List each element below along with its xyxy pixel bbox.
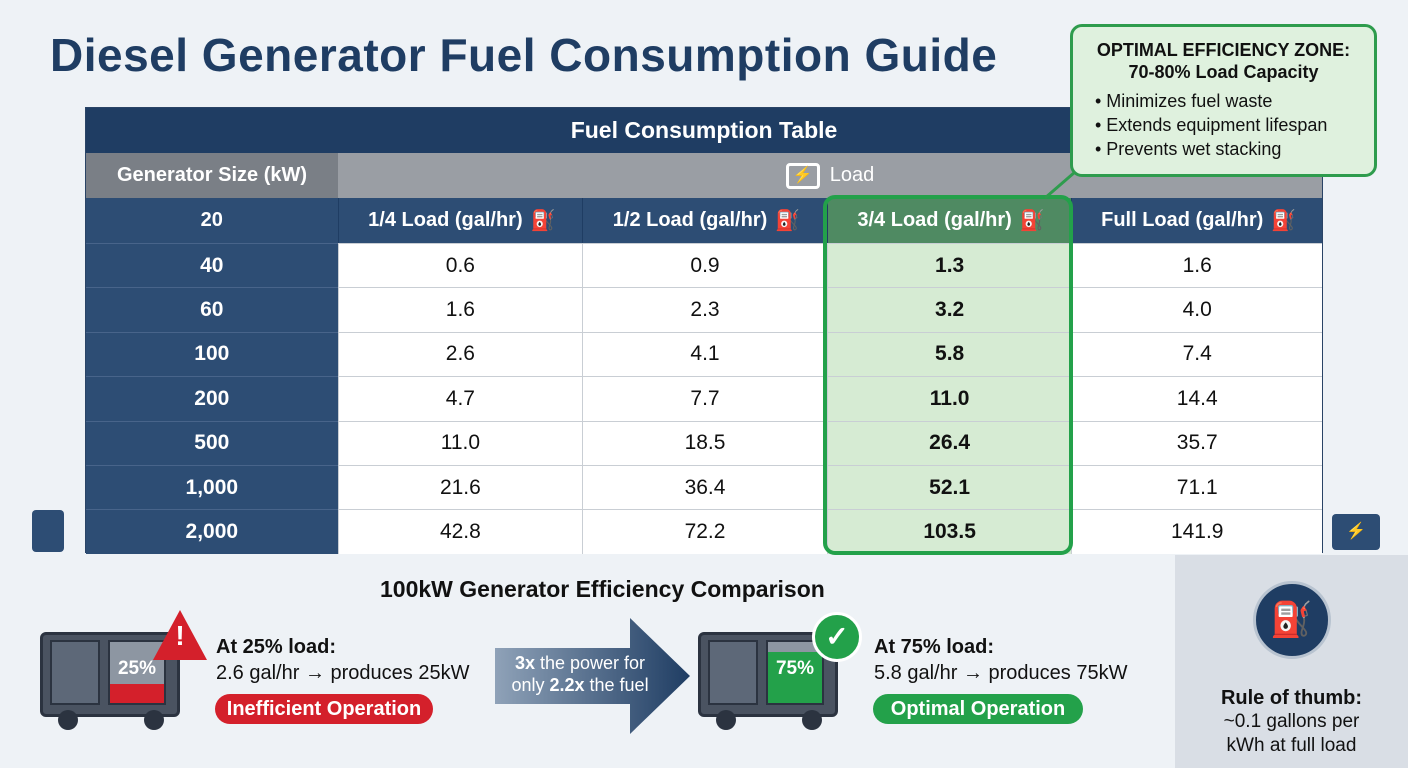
size-cell: 40 — [86, 243, 338, 288]
value-cell: 26.4 — [826, 420, 1072, 465]
value-cell: 3.2 — [826, 287, 1072, 332]
table-row: 500 11.0 18.5 26.4 35.7 — [86, 420, 1323, 465]
fuel-pump-icon: ⛽ — [530, 209, 556, 232]
comparison-arrow — [495, 618, 690, 734]
page-title: Diesel Generator Fuel Consumption Guide — [50, 29, 998, 81]
value-cell: 7.4 — [1071, 331, 1323, 377]
value-cell: 18.5 — [582, 420, 827, 465]
callout-connector — [1044, 170, 1076, 200]
value-cell: 4.0 — [1071, 287, 1323, 332]
value-cell: 7.7 — [582, 376, 827, 421]
high-load-detail: 5.8 gal/hr → produces 75kW — [874, 662, 1128, 684]
value-cell: 141.9 — [1071, 509, 1323, 554]
checkmark-icon: ✓ — [812, 612, 862, 662]
rule-of-thumb-panel: ⛽ Rule of thumb: ~0.1 gallons per kWh at… — [1175, 555, 1408, 768]
high-load-heading: At 75% load: — [874, 636, 995, 658]
value-cell: 4.1 — [582, 331, 827, 377]
low-load-heading: At 25% load: — [216, 636, 337, 658]
value-cell: 21.6 — [337, 465, 583, 510]
value-cell: 4.7 — [337, 376, 583, 421]
table-row: 1,000 21.6 36.4 52.1 71.1 — [86, 465, 1323, 510]
bullet: • Extends equipment lifespan — [1095, 115, 1328, 135]
low-load-detail: 2.6 gal/hr → produces 25kW — [216, 662, 470, 684]
size-cell: 500 — [86, 420, 338, 465]
col-header: 1/4 Load (gal/hr) ⛽ — [337, 198, 583, 243]
col-header: Full Load (gal/hr) ⛽ — [1071, 198, 1323, 243]
generator-illustration-75: 75% — [698, 632, 838, 732]
generator-illustration-25: 25% — [40, 632, 180, 732]
value-cell: 72.2 — [582, 509, 827, 554]
fuel-pump-icon: ⛽ — [1271, 209, 1297, 232]
table-row: 40 0.6 0.9 1.3 1.6 — [86, 243, 1323, 288]
size-cell: 1,000 — [86, 465, 338, 510]
size-cell: 20 — [86, 198, 338, 243]
generator-icon: ⚡ — [785, 162, 820, 189]
col-header: 1/2 Load (gal/hr) ⛽ — [582, 198, 827, 243]
table-row: 100 2.6 4.1 5.8 7.4 — [86, 331, 1323, 377]
table-row: 60 1.6 2.3 3.2 4.0 — [86, 287, 1323, 332]
arrow-text: 3x the power for only 2.2x the fuel — [511, 653, 649, 695]
value-cell: 0.9 — [582, 243, 827, 288]
value-cell: 1.6 — [1071, 243, 1323, 288]
value-cell: 35.7 — [1071, 420, 1323, 465]
value-cell: 14.4 — [1071, 376, 1323, 421]
fuel-pump-icon: ⛽ — [775, 209, 801, 232]
value-cell: 2.6 — [337, 331, 583, 377]
fuel-pump-icon — [32, 510, 64, 552]
size-header: Generator Size (kW) — [86, 153, 338, 198]
size-cell: 200 — [86, 376, 338, 421]
bullet: • Minimizes fuel waste — [1095, 91, 1273, 111]
value-cell: 11.0 — [337, 420, 583, 465]
value-cell: 1.3 — [826, 243, 1072, 288]
value-cell: 2.3 — [582, 287, 827, 332]
value-cell: 0.6 — [337, 243, 583, 288]
comparison-title: 100kW Generator Efficiency Comparison — [380, 576, 825, 602]
fuel-consumption-table: Fuel Consumption Table Generator Size (k… — [85, 107, 1323, 554]
size-cell: 100 — [86, 331, 338, 377]
value-cell: 11.0 — [826, 376, 1072, 421]
size-cell: 2,000 — [86, 509, 338, 554]
warning-icon — [153, 610, 207, 660]
table-row: 200 4.7 7.7 11.0 14.4 — [86, 376, 1323, 421]
bullet: • Prevents wet stacking — [1095, 139, 1282, 159]
col-header: 3/4 Load (gal/hr) ⛽ — [826, 198, 1072, 243]
generator-icon: ⚡ — [1332, 514, 1380, 550]
load-gauge-label: 75% — [775, 658, 815, 679]
size-cell: 60 — [86, 287, 338, 332]
value-cell: 71.1 — [1071, 465, 1323, 510]
value-cell: 52.1 — [826, 465, 1072, 510]
optimal-zone-callout: OPTIMAL EFFICIENCY ZONE: 70-80% Load Cap… — [1070, 24, 1377, 177]
load-gauge-label: 25% — [117, 658, 157, 679]
value-cell: 36.4 — [582, 465, 827, 510]
value-cell: 5.8 — [826, 331, 1072, 377]
value-cell: 1.6 — [337, 287, 583, 332]
value-cell: 103.5 — [826, 509, 1072, 554]
value-cell: 42.8 — [337, 509, 583, 554]
table-row: 2,000 42.8 72.2 103.5 141.9 — [86, 509, 1323, 554]
optimal-badge: Optimal Operation — [873, 694, 1083, 724]
fuel-manual-icon: ⛽ — [1252, 581, 1331, 659]
inefficient-badge: Inefficient Operation — [215, 694, 433, 724]
fuel-pump-icon: ⛽ — [1019, 209, 1045, 232]
